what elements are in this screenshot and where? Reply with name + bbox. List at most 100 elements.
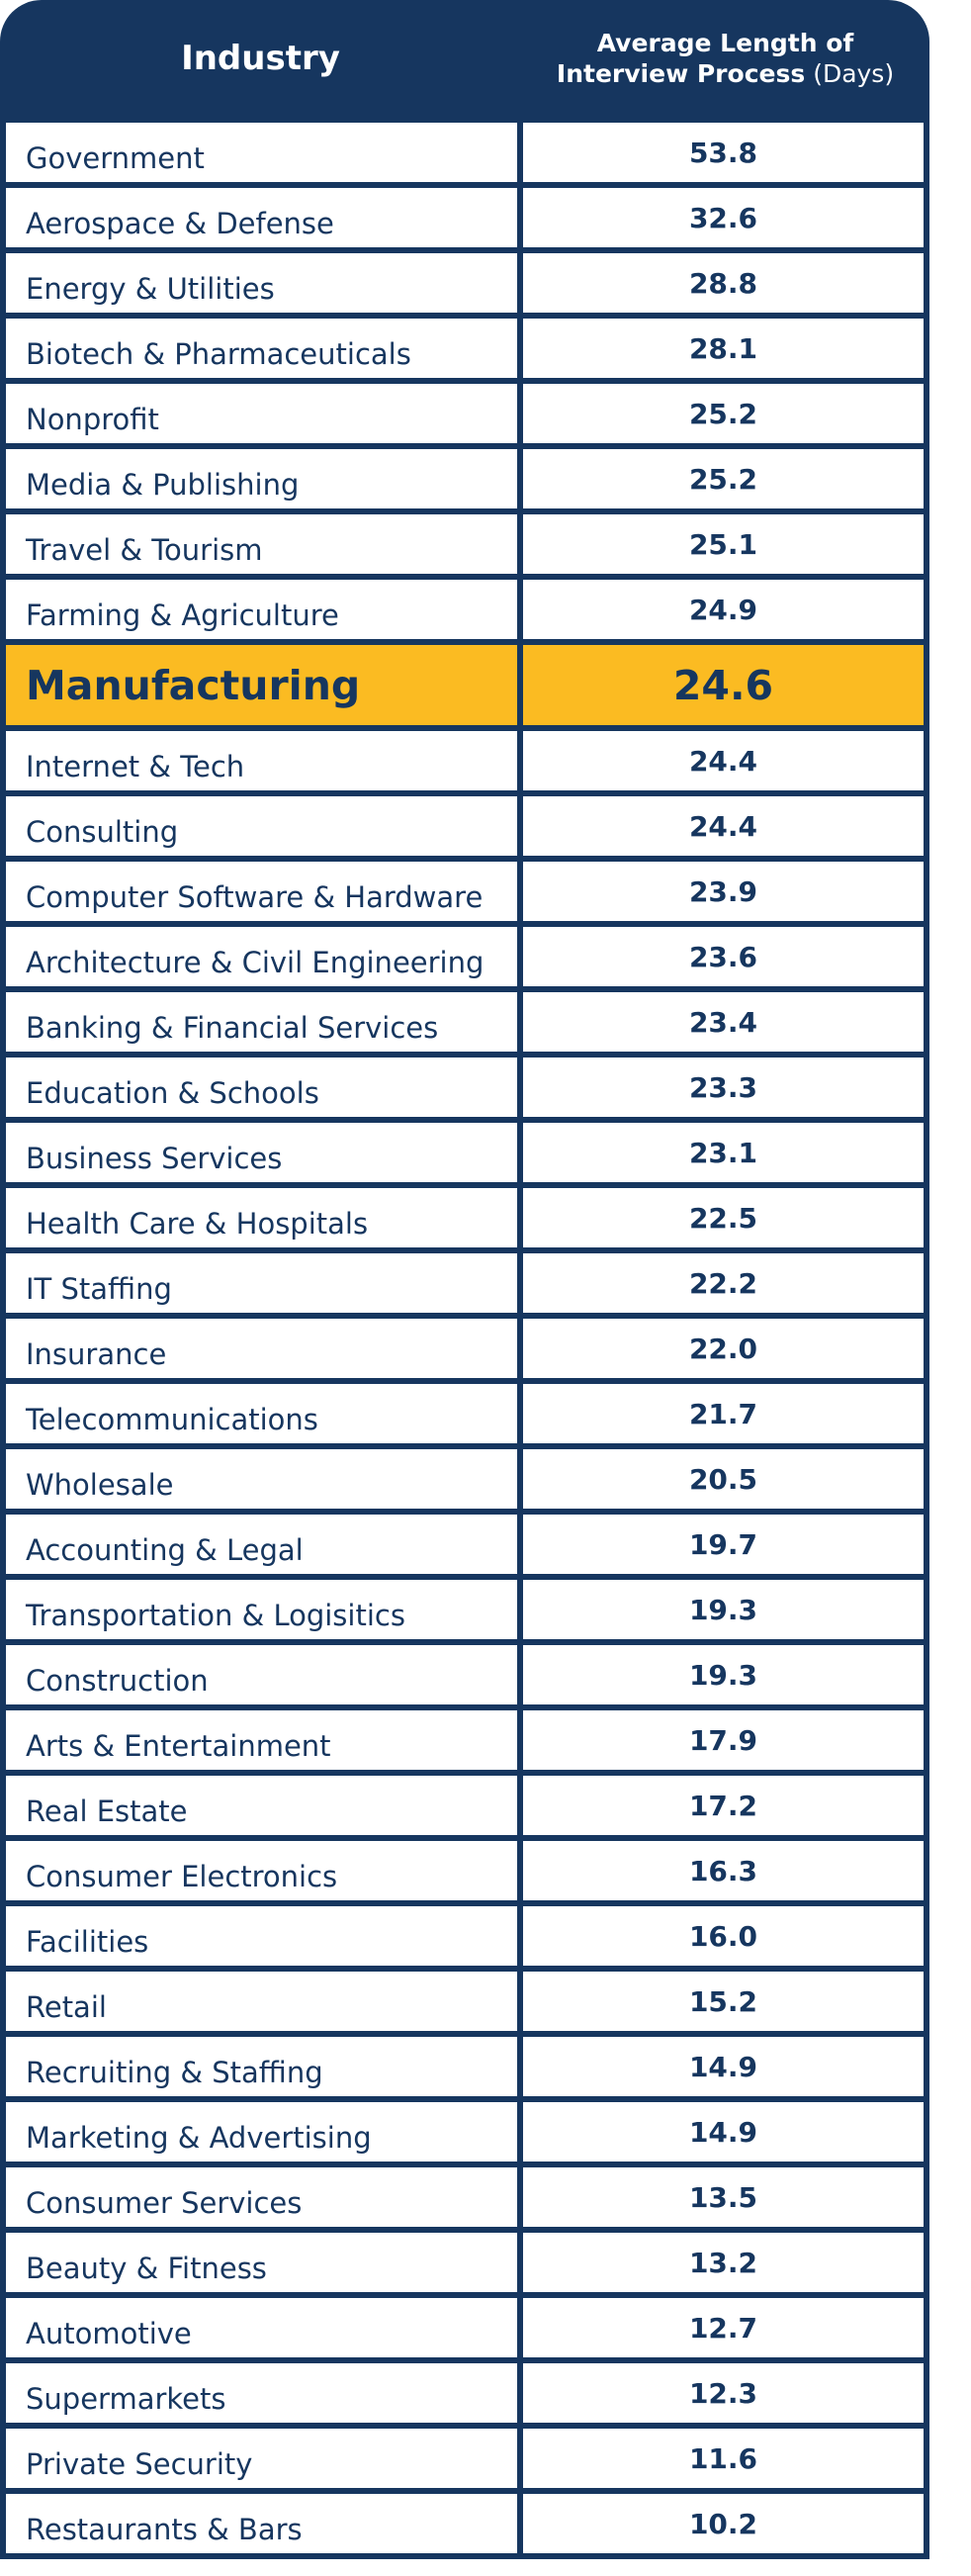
days-value-cell: 13.5 <box>523 2167 924 2227</box>
table-row: Arts & Entertainment 17.9 <box>6 1710 924 1770</box>
days-value-cell: 23.3 <box>523 1058 924 1117</box>
industry-cell: Wholesale <box>6 1449 517 1509</box>
table-row-highlighted: Manufacturing 24.6 <box>6 645 924 725</box>
days-value-cell: 25.2 <box>523 384 924 443</box>
days-value-cell: 20.5 <box>523 1449 924 1509</box>
industry-cell: Biotech & Pharmaceuticals <box>6 319 517 378</box>
days-value-cell: 16.3 <box>523 1841 924 1900</box>
days-header-line2-label: Interview Process <box>556 59 806 88</box>
industry-cell: Supermarkets <box>6 2363 517 2423</box>
days-value-cell: 19.3 <box>523 1645 924 1704</box>
days-header-line2: Interview Process (Days) <box>557 58 894 89</box>
table-row: Retail 15.2 <box>6 1972 924 2031</box>
industry-cell: Consulting <box>6 796 517 856</box>
table-row: Construction 19.3 <box>6 1645 924 1704</box>
table-row: Farming & Agriculture 24.9 <box>6 580 924 639</box>
days-value-cell: 53.8 <box>523 123 924 182</box>
table-row: Internet & Tech 24.4 <box>6 731 924 790</box>
days-value-cell: 28.8 <box>523 253 924 313</box>
table-body: Government 53.8 Aerospace & Defense 32.6 Ene… <box>0 123 929 2559</box>
table-row: Government 53.8 <box>6 123 924 182</box>
industry-cell: Consumer Services <box>6 2167 517 2227</box>
industry-cell: Internet & Tech <box>6 731 517 790</box>
days-value-cell: 23.4 <box>523 992 924 1052</box>
table-row: Automotive 12.7 <box>6 2298 924 2357</box>
days-value-cell: 32.6 <box>523 188 924 247</box>
industry-cell: Construction <box>6 1645 517 1704</box>
days-value-cell: 21.7 <box>523 1384 924 1443</box>
industry-cell: Transportation & Logisitics <box>6 1580 517 1639</box>
table-row: Wholesale 20.5 <box>6 1449 924 1509</box>
days-value-cell: 23.1 <box>523 1123 924 1182</box>
industry-cell: Beauty & Fitness <box>6 2233 517 2292</box>
table-header: Industry Average Length of Interview Pro… <box>0 0 929 117</box>
industry-cell: Health Care & Hospitals <box>6 1188 517 1247</box>
table-row: Accounting & Legal 19.7 <box>6 1515 924 1574</box>
table-row: Banking & Financial Services 23.4 <box>6 992 924 1052</box>
industry-cell: Architecture & Civil Engineering <box>6 927 517 986</box>
days-value-cell: 14.9 <box>523 2037 924 2096</box>
industry-column-header: Industry <box>181 39 340 78</box>
table-row: Transportation & Logisitics 19.3 <box>6 1580 924 1639</box>
table-row: Real Estate 17.2 <box>6 1776 924 1835</box>
table-row: Nonprofit 25.2 <box>6 384 924 443</box>
industry-cell: Computer Software & Hardware <box>6 862 517 921</box>
days-value-cell: 17.9 <box>523 1710 924 1770</box>
industry-cell: Education & Schools <box>6 1058 517 1117</box>
table-row: Business Services 23.1 <box>6 1123 924 1182</box>
table-row: IT Staffing 22.2 <box>6 1253 924 1313</box>
table-row: Consumer Services 13.5 <box>6 2167 924 2227</box>
industry-cell: Government <box>6 123 517 182</box>
table-row: Telecommunications 21.7 <box>6 1384 924 1443</box>
days-value-cell: 24.4 <box>523 796 924 856</box>
table-row: Recruiting & Staffing 14.9 <box>6 2037 924 2096</box>
table-row: Media & Publishing 25.2 <box>6 449 924 508</box>
industry-cell: Automotive <box>6 2298 517 2357</box>
days-value-cell: 25.2 <box>523 449 924 508</box>
interview-length-table: Industry Average Length of Interview Pro… <box>0 0 929 2559</box>
days-value-cell: 22.2 <box>523 1253 924 1313</box>
table-row: Education & Schools 23.3 <box>6 1058 924 1117</box>
industry-cell: Manufacturing <box>6 645 517 725</box>
industry-cell: Nonprofit <box>6 384 517 443</box>
industry-cell: Real Estate <box>6 1776 517 1835</box>
industry-cell: Marketing & Advertising <box>6 2102 517 2162</box>
table-row: Facilities 16.0 <box>6 1906 924 1966</box>
table-row: Biotech & Pharmaceuticals 28.1 <box>6 319 924 378</box>
days-header-unit: (Days) <box>813 59 895 88</box>
industry-cell: Business Services <box>6 1123 517 1182</box>
industry-cell: Restaurants & Bars <box>6 2494 517 2553</box>
industry-cell: Media & Publishing <box>6 449 517 508</box>
days-value-cell: 22.0 <box>523 1319 924 1378</box>
days-value-cell: 10.2 <box>523 2494 924 2553</box>
table-row: Supermarkets 12.3 <box>6 2363 924 2423</box>
days-value-cell: 17.2 <box>523 1776 924 1835</box>
days-value-cell: 12.3 <box>523 2363 924 2423</box>
days-value-cell: 11.6 <box>523 2429 924 2488</box>
table-row: Marketing & Advertising 14.9 <box>6 2102 924 2162</box>
table-row: Restaurants & Bars 10.2 <box>6 2494 924 2553</box>
industry-cell: Private Security <box>6 2429 517 2488</box>
industry-cell: Retail <box>6 1972 517 2031</box>
days-value-cell: 22.5 <box>523 1188 924 1247</box>
days-header-line1: Average Length of <box>596 28 854 57</box>
table-row: Travel & Tourism 25.1 <box>6 514 924 574</box>
industry-cell: Telecommunications <box>6 1384 517 1443</box>
industry-cell: IT Staffing <box>6 1253 517 1313</box>
table-row: Aerospace & Defense 32.6 <box>6 188 924 247</box>
days-value-cell: 13.2 <box>523 2233 924 2292</box>
days-value-cell: 23.6 <box>523 927 924 986</box>
table-row: Architecture & Civil Engineering 23.6 <box>6 927 924 986</box>
industry-cell: Insurance <box>6 1319 517 1378</box>
days-value-cell: 16.0 <box>523 1906 924 1966</box>
table-row: Consulting 24.4 <box>6 796 924 856</box>
table-row: Computer Software & Hardware 23.9 <box>6 862 924 921</box>
industry-cell: Consumer Electronics <box>6 1841 517 1900</box>
industry-cell: Travel & Tourism <box>6 514 517 574</box>
table-row: Private Security 11.6 <box>6 2429 924 2488</box>
days-value-cell: 19.3 <box>523 1580 924 1639</box>
days-value-cell: 12.7 <box>523 2298 924 2357</box>
industry-cell: Facilities <box>6 1906 517 1966</box>
days-value-cell: 15.2 <box>523 1972 924 2031</box>
table-row: Energy & Utilities 28.8 <box>6 253 924 313</box>
